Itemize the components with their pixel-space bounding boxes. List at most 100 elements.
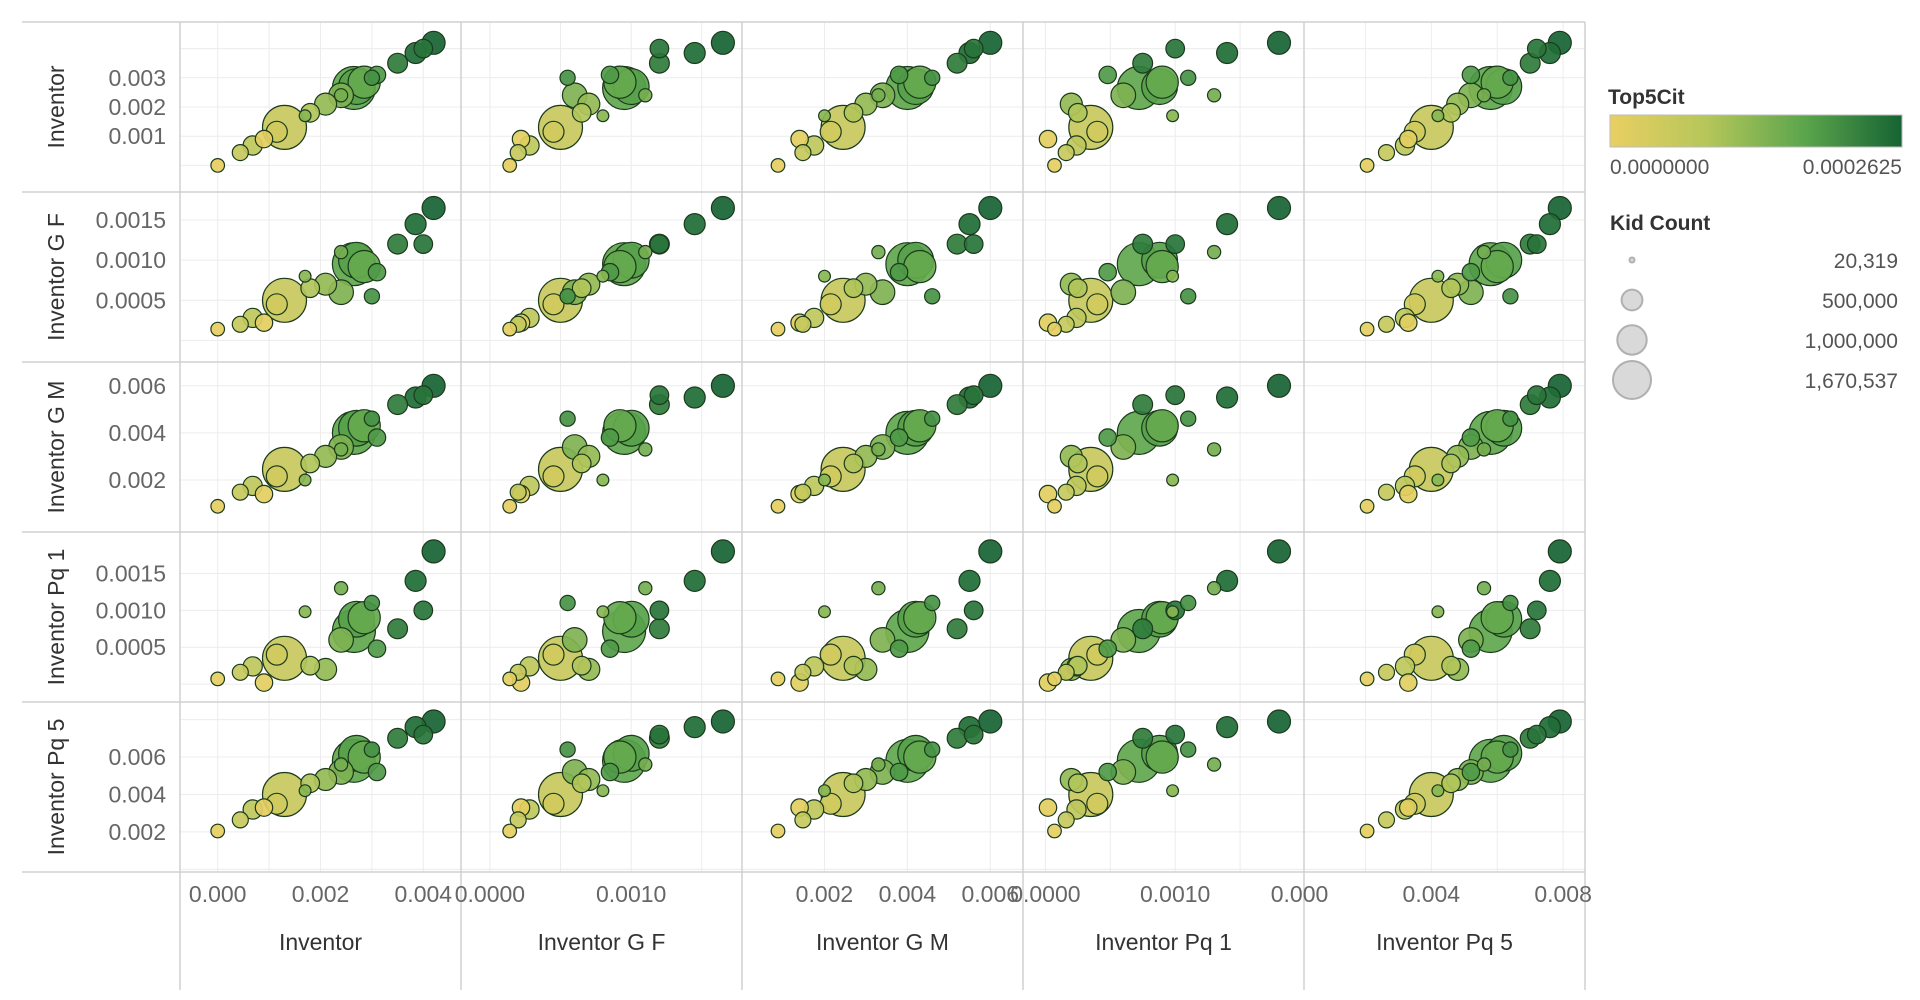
data-point: [1503, 742, 1518, 757]
data-point: [1146, 66, 1178, 98]
data-point: [890, 264, 907, 281]
data-point: [1048, 824, 1062, 838]
data-point: [1477, 582, 1490, 595]
data-point: [1462, 429, 1479, 446]
data-point: [255, 485, 272, 502]
data-point: [1166, 235, 1185, 254]
data-point: [1208, 246, 1221, 259]
data-point: [255, 674, 272, 691]
data-point: [771, 159, 785, 173]
data-point: [329, 628, 354, 653]
y-tick-label: 0.0005: [96, 634, 166, 660]
data-point: [795, 145, 811, 161]
data-point: [1442, 774, 1461, 793]
data-point: [560, 411, 575, 426]
data-point: [388, 395, 408, 415]
data-point: [1167, 606, 1179, 618]
data-point: [414, 39, 433, 58]
data-point: [820, 294, 841, 315]
data-point: [1477, 89, 1490, 102]
data-point: [925, 411, 940, 426]
data-point: [1039, 130, 1056, 147]
data-point: [1360, 500, 1374, 514]
data-point: [560, 595, 575, 610]
data-point: [368, 640, 385, 657]
color-legend-bar: [1610, 115, 1902, 147]
data-point: [405, 214, 426, 235]
panel-1-2: [742, 192, 1023, 362]
data-point: [684, 387, 705, 408]
data-point: [771, 322, 785, 336]
data-point: [1146, 410, 1178, 442]
data-point: [711, 31, 734, 54]
data-point: [1181, 595, 1196, 610]
column-label: Inventor Pq 1: [1095, 929, 1232, 955]
data-point: [964, 39, 983, 58]
data-point: [1528, 725, 1547, 744]
data-points: [211, 31, 1571, 838]
data-point: [1432, 785, 1444, 797]
data-point: [1462, 264, 1479, 281]
data-point: [335, 246, 348, 259]
data-point: [601, 66, 618, 83]
data-point: [684, 717, 705, 738]
size-legend-label: 20,319: [1834, 250, 1898, 273]
y-tick-label: 0.003: [108, 65, 166, 91]
size-legend-title: Kid Count: [1610, 212, 1710, 235]
data-point: [1539, 570, 1560, 591]
data-point: [1217, 43, 1238, 64]
data-point: [405, 570, 426, 591]
data-point: [543, 793, 564, 814]
data-point: [1268, 374, 1291, 397]
x-tick-label: 0.000: [1271, 881, 1329, 907]
size-legend-circle: [1617, 325, 1646, 354]
data-point: [335, 582, 348, 595]
data-point: [844, 454, 863, 473]
data-point: [1400, 314, 1417, 331]
data-point: [872, 246, 885, 259]
data-point: [639, 89, 652, 102]
data-point: [964, 235, 983, 254]
data-point: [1503, 411, 1518, 426]
size-legend-label: 1,000,000: [1805, 330, 1898, 353]
data-point: [299, 270, 311, 282]
data-point: [597, 270, 609, 282]
data-point: [1058, 145, 1074, 161]
data-point: [1379, 812, 1395, 828]
data-point: [639, 582, 652, 595]
data-point: [1503, 70, 1518, 85]
data-point: [639, 758, 652, 771]
data-point: [1379, 664, 1395, 680]
data-point: [1099, 640, 1116, 657]
data-point: [266, 466, 287, 487]
data-point: [266, 644, 287, 665]
data-point: [711, 710, 734, 733]
y-tick-label: 0.004: [108, 420, 166, 446]
data-point: [503, 672, 517, 686]
data-point: [890, 640, 907, 657]
data-point: [947, 395, 967, 415]
data-point: [368, 264, 385, 281]
data-point: [1528, 601, 1547, 620]
data-point: [1133, 53, 1153, 73]
data-point: [601, 429, 618, 446]
data-point: [771, 500, 785, 514]
data-point: [650, 39, 669, 58]
data-point: [211, 672, 225, 686]
row-label: Inventor Pq 1: [43, 549, 69, 686]
data-point: [1400, 130, 1417, 147]
data-point: [979, 540, 1002, 563]
data-point: [601, 763, 618, 780]
data-point: [368, 429, 385, 446]
data-point: [211, 500, 225, 514]
data-point: [1048, 322, 1062, 336]
data-point: [1477, 443, 1490, 456]
y-tick-label: 0.004: [108, 781, 166, 807]
data-point: [1528, 39, 1547, 58]
data-point: [1099, 429, 1116, 446]
data-point: [301, 454, 320, 473]
data-point: [364, 289, 379, 304]
data-point: [388, 728, 408, 748]
data-point: [560, 742, 575, 757]
